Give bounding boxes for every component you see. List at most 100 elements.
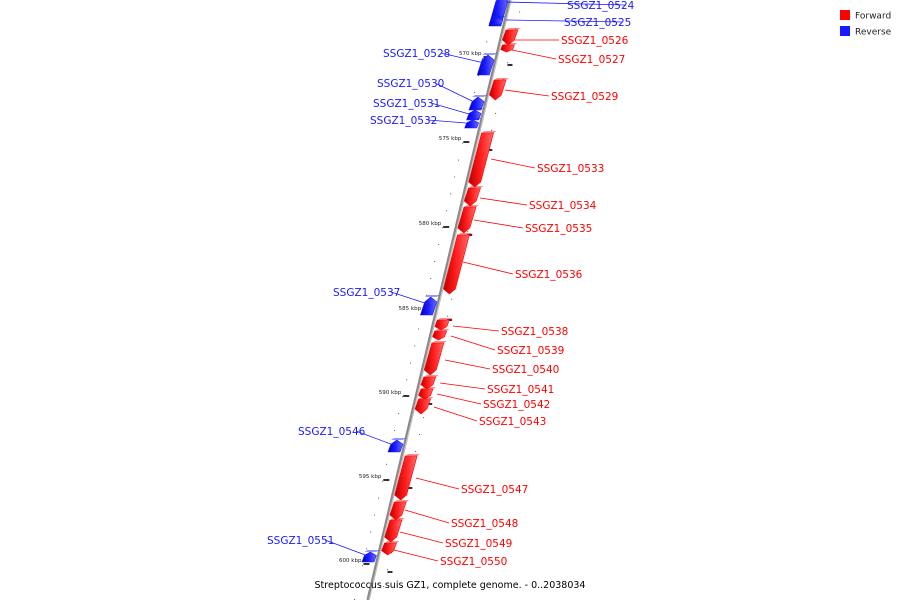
gene-label-ssgz1_0526[interactable]: SSGZ1_0526	[561, 35, 629, 47]
gene-label-ssgz1_0542[interactable]: SSGZ1_0542	[483, 399, 550, 411]
gene-label-ssgz1_0524[interactable]: SSGZ1_0524	[567, 0, 635, 12]
gene-leader-line	[390, 291, 432, 306]
gene-block-ssgz1_0532[interactable]	[464, 119, 479, 129]
gene-label-ssgz1_0525[interactable]: SSGZ1_0525	[564, 17, 631, 29]
gene-block-ssgz1_0537[interactable]	[420, 296, 438, 316]
gene-leader-line	[450, 335, 496, 351]
gene-label-ssgz1_0527[interactable]: SSGZ1_0527	[558, 54, 625, 66]
gene-block-ssgz1_0533[interactable]	[468, 132, 494, 188]
gene-block-face	[481, 53, 497, 55]
gene-label-ssgz1_0534[interactable]: SSGZ1_0534	[529, 200, 597, 212]
gene-block-face	[434, 329, 450, 331]
gene-leader-line	[490, 158, 536, 169]
gene-block-face	[466, 118, 482, 120]
tick-label: 570 kbp	[459, 51, 482, 57]
gene-block-group	[361, 0, 521, 563]
gene-leader-line	[452, 325, 500, 332]
gene-block-ssgz1_0547[interactable]	[394, 455, 418, 501]
gene-block-ssgz1_0551[interactable]	[361, 551, 377, 563]
gene-leader-line	[505, 1, 626, 6]
legend-forward-swatch	[840, 10, 850, 20]
gene-leader-line	[444, 359, 491, 370]
gene-leader-line	[462, 261, 514, 275]
gene-block-ssgz1_0529[interactable]	[488, 79, 507, 101]
gene-block-face	[418, 397, 434, 399]
gene-label-ssgz1_0540[interactable]: SSGZ1_0540	[492, 364, 559, 376]
gene-label-ssgz1_0537[interactable]: SSGZ1_0537	[333, 287, 400, 299]
gene-block-ssgz1_0538[interactable]	[434, 319, 450, 331]
gene-block-face	[464, 205, 480, 207]
gene-label-ssgz1_0539[interactable]: SSGZ1_0539	[497, 345, 564, 357]
gene-leader-line	[505, 19, 623, 23]
gene-block-ssgz1_0542[interactable]	[418, 388, 434, 400]
gene-leader-line	[324, 539, 369, 557]
gene-label-ssgz1_0531[interactable]: SSGZ1_0531	[373, 98, 440, 110]
tick-label: 595 kbp	[359, 474, 382, 480]
gene-leader-line	[433, 406, 478, 422]
gene-leader-line	[434, 82, 473, 102]
gene-leader-line	[440, 52, 485, 64]
legend-reverse-swatch	[840, 26, 850, 36]
gene-block-ssgz1_0541[interactable]	[420, 376, 437, 390]
gene-block-face	[505, 28, 521, 30]
gene-label-ssgz1_0547[interactable]: SSGZ1_0547	[461, 484, 528, 496]
gene-block-face	[468, 108, 484, 110]
gene-leader-line	[436, 393, 482, 405]
gene-label-ssgz1_0541[interactable]: SSGZ1_0541	[487, 384, 554, 396]
gene-block-face	[420, 387, 436, 389]
gene-block-face	[502, 43, 518, 45]
gene-block-face	[437, 318, 453, 320]
gene-leader-line	[415, 477, 460, 490]
gene-label-ssgz1_0546[interactable]: SSGZ1_0546	[298, 426, 366, 438]
gene-leader-line	[511, 49, 557, 60]
gene-block-face	[490, 16, 506, 18]
gene-label-ssgz1_0536[interactable]: SSGZ1_0536	[515, 269, 583, 281]
gene-block-ssgz1_0525[interactable]	[488, 17, 504, 25]
gene-block-ssgz1_0534[interactable]	[463, 187, 481, 207]
gene-label-ssgz1_0535[interactable]: SSGZ1_0535	[525, 223, 592, 235]
gene-label-ssgz1_0529[interactable]: SSGZ1_0529	[551, 91, 618, 103]
gene-block-face	[424, 295, 440, 297]
backbone-line	[366, 0, 512, 600]
gene-label-ssgz1_0533[interactable]: SSGZ1_0533	[537, 163, 604, 175]
gene-leader-line	[355, 430, 397, 447]
gene-leader-group	[324, 1, 626, 562]
genome-caption: Streptococcus suis GZ1, complete genome.…	[315, 580, 586, 591]
gene-label-ssgz1_0532[interactable]: SSGZ1_0532	[370, 115, 437, 127]
gene-block-ssgz1_0548[interactable]	[389, 501, 407, 521]
gene-block-ssgz1_0550[interactable]	[381, 542, 397, 556]
gene-block-ssgz1_0535[interactable]	[457, 206, 477, 234]
gene-label-ssgz1_0530[interactable]: SSGZ1_0530	[377, 78, 444, 90]
gene-block-ssgz1_0536[interactable]	[443, 234, 470, 295]
tick-label: 575 kbp	[439, 136, 462, 142]
gene-block-face	[468, 186, 484, 188]
gene-block-ssgz1_0549[interactable]	[384, 519, 403, 543]
gene-label-ssgz1_0543[interactable]: SSGZ1_0543	[479, 416, 546, 428]
backbone-highlight	[368, 0, 512, 600]
gene-label-ssgz1_0538[interactable]: SSGZ1_0538	[501, 326, 568, 338]
gene-block-ssgz1_0528[interactable]	[476, 54, 495, 76]
gene-block-ssgz1_0540[interactable]	[423, 342, 445, 376]
gene-block-face	[394, 500, 410, 502]
gene-label-ssgz1_0528[interactable]: SSGZ1_0528	[383, 48, 450, 60]
tick-label: 585 kbp	[399, 306, 422, 312]
gene-block-ssgz1_0526[interactable]	[501, 29, 519, 46]
legend-forward-label: Forward	[855, 12, 891, 22]
gene-leader-line	[439, 382, 486, 390]
gene-label-ssgz1_0548[interactable]: SSGZ1_0548	[451, 518, 518, 530]
gene-leader-line	[399, 531, 444, 544]
gene-block-face	[364, 550, 380, 552]
tick-label: 580 kbp	[419, 221, 442, 227]
gene-block-ssgz1_0539[interactable]	[432, 330, 448, 341]
tick-label: 590 kbp	[379, 390, 402, 396]
gene-leader-line	[427, 119, 467, 124]
gene-block-ssgz1_0527[interactable]	[500, 44, 515, 53]
gene-label-ssgz1_0550[interactable]: SSGZ1_0550	[440, 556, 507, 568]
tick-label: 600 kbp	[339, 558, 362, 564]
gene-leader-line	[473, 219, 524, 229]
gene-label-ssgz1_0549[interactable]: SSGZ1_0549	[445, 538, 512, 550]
gene-block-ssgz1_0543[interactable]	[414, 398, 431, 415]
gene-block-face	[423, 375, 439, 377]
gene-label-ssgz1_0551[interactable]: SSGZ1_0551	[267, 535, 334, 547]
gene-block-face	[389, 518, 405, 520]
